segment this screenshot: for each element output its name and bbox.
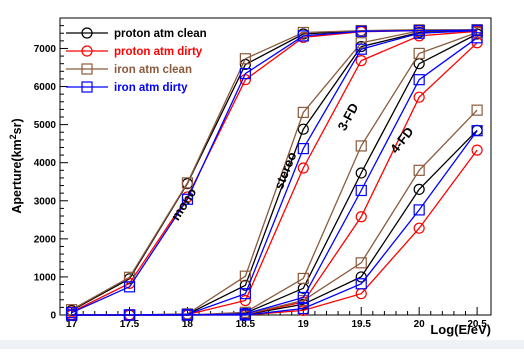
data-point: [355, 278, 367, 290]
data-point: [297, 272, 309, 285]
data-point: [471, 32, 483, 44]
data-point: [413, 222, 425, 234]
data-point: [471, 144, 483, 156]
y-tick-label: 1000: [34, 272, 57, 283]
y-tick-label: 2000: [34, 234, 57, 245]
data-point: [297, 162, 309, 174]
legend-marker: [81, 27, 93, 39]
y-tick-label: 4000: [34, 158, 57, 169]
y-tick-label: 6000: [34, 82, 57, 93]
y-axis-title-suffix: sr): [10, 118, 24, 134]
legend-entry: proton atm dirty: [66, 45, 203, 58]
data-point: [355, 167, 367, 179]
x-axis-title: Log(E/eV): [430, 322, 491, 337]
data-point: [239, 294, 251, 307]
y-tick-label: 3000: [34, 196, 57, 207]
legend-marker: [81, 45, 93, 57]
x-tick-label: 17.5: [120, 319, 140, 330]
legend-label: iron atm clean: [114, 64, 192, 76]
data-point: [123, 309, 136, 321]
legend-marker: [81, 63, 93, 75]
data-point: [181, 177, 194, 189]
svg-text:Aperture(km2sr): Aperture(km2sr): [8, 118, 24, 213]
data-point: [239, 67, 251, 80]
data-point: [471, 104, 483, 116]
data-point: [297, 106, 309, 119]
data-point: [413, 74, 425, 86]
data-point: [239, 53, 251, 65]
curve-annotation: 4-FD: [387, 124, 417, 156]
data-point: [181, 193, 194, 205]
y-axis-title: Aperture(km2sr): [8, 118, 24, 213]
data-point: [297, 30, 309, 42]
x-tick-label: 20.5: [467, 319, 487, 330]
data-point: [413, 27, 425, 39]
x-tick-label: 19.5: [352, 319, 372, 330]
axis-ticks: 17 17.5 18 18.5 19 19.5 20 20.5 0 1000 2000 3000 400…: [34, 25, 487, 330]
plot-frame: [59, 17, 492, 316]
data-point: [239, 309, 251, 321]
data-point: [413, 164, 425, 176]
data-point: [65, 309, 78, 321]
y-tick-label: 7000: [34, 44, 57, 55]
legend-marker: [81, 81, 93, 93]
series-line: [71, 29, 478, 311]
data-point: [297, 143, 309, 155]
y-tick-label: 5000: [34, 120, 57, 131]
data-point: [355, 184, 367, 197]
data-point: [355, 25, 367, 37]
legend-label: iron atm dirty: [114, 82, 188, 94]
y-axis-title-sup: 2: [8, 134, 18, 139]
data-point: [413, 183, 425, 195]
data-point: [239, 279, 251, 291]
curve-annotation: mono: [168, 185, 200, 223]
data-point: [355, 55, 367, 67]
data-point: [123, 281, 136, 293]
x-tick-label: 18: [182, 319, 194, 330]
y-axis-title-prefix: Aperture(km: [10, 139, 24, 213]
x-tick-label: 18.5: [236, 319, 256, 330]
data-point: [297, 302, 309, 315]
data-point: [413, 204, 425, 216]
legend: proton atm clean proton atm dirty iron atm…: [66, 27, 207, 94]
data-point: [297, 123, 309, 135]
data-point: [239, 288, 251, 300]
data-point: [355, 140, 367, 152]
data-point: [355, 257, 367, 269]
data-point: [471, 125, 483, 137]
legend-entry: proton atm clean: [66, 27, 207, 40]
series-line: [71, 130, 478, 316]
y-tick-label: 0: [50, 311, 56, 322]
legend-entry: iron atm dirty: [66, 81, 188, 94]
series-line: [71, 29, 478, 314]
data-point: [297, 291, 309, 304]
series-line: [71, 109, 478, 316]
legend-label: proton atm clean: [114, 28, 207, 40]
data-point: [355, 43, 367, 55]
data-point: [413, 47, 425, 60]
series: [65, 24, 483, 321]
curve-annotation: 3-FD: [335, 101, 362, 134]
data-point: [355, 211, 367, 223]
x-tick-label: 20: [414, 319, 426, 330]
legend-label: proton atm dirty: [114, 46, 203, 58]
data-point: [413, 91, 425, 103]
x-tick-label: 19: [298, 319, 310, 330]
data-point: [471, 24, 483, 37]
data-point: [355, 37, 367, 49]
series-group: [65, 24, 483, 321]
data-point: [239, 270, 251, 282]
legend-entry: iron atm clean: [66, 63, 192, 76]
bottom-strip: [0, 340, 524, 349]
data-point: [181, 309, 194, 321]
x-tick-label: 17: [66, 319, 78, 330]
